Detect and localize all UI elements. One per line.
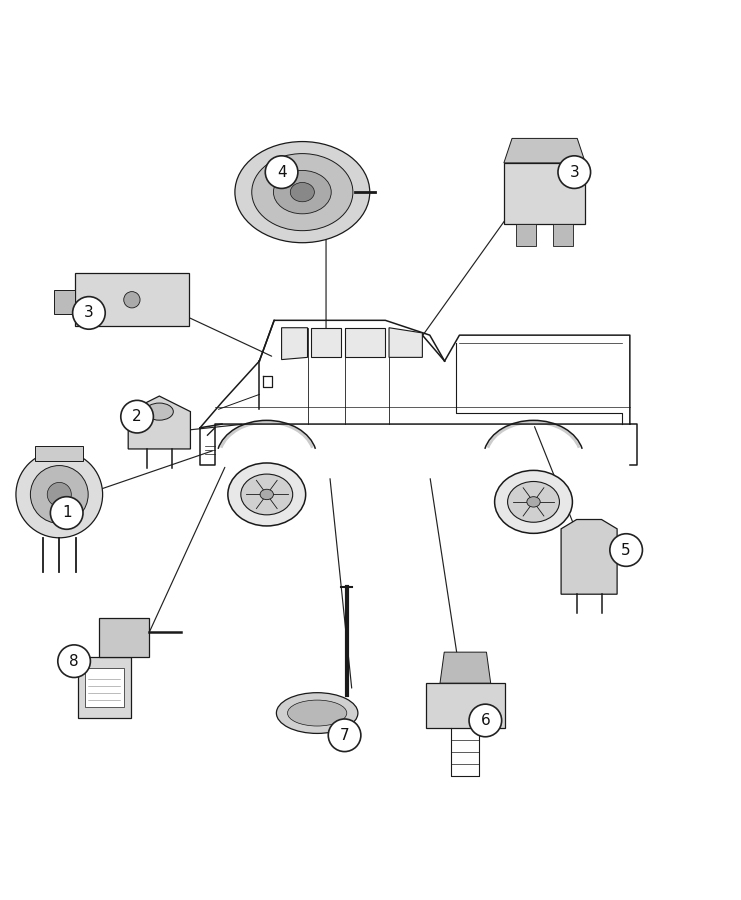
Ellipse shape bbox=[30, 465, 88, 524]
Ellipse shape bbox=[495, 471, 572, 534]
Ellipse shape bbox=[290, 183, 314, 202]
Text: 3: 3 bbox=[84, 305, 94, 320]
Ellipse shape bbox=[16, 451, 102, 538]
Polygon shape bbox=[345, 328, 385, 357]
Polygon shape bbox=[516, 224, 536, 247]
Ellipse shape bbox=[235, 141, 370, 243]
Circle shape bbox=[469, 704, 502, 737]
Text: 3: 3 bbox=[569, 165, 579, 180]
Polygon shape bbox=[440, 652, 491, 683]
Text: 8: 8 bbox=[70, 653, 79, 669]
Ellipse shape bbox=[508, 482, 559, 522]
Circle shape bbox=[610, 534, 642, 566]
Text: 4: 4 bbox=[277, 165, 286, 180]
Ellipse shape bbox=[124, 292, 140, 308]
Circle shape bbox=[73, 297, 105, 329]
Polygon shape bbox=[389, 328, 422, 357]
Polygon shape bbox=[78, 657, 131, 717]
Polygon shape bbox=[99, 618, 149, 657]
Polygon shape bbox=[128, 396, 190, 449]
Circle shape bbox=[50, 497, 83, 529]
Polygon shape bbox=[426, 683, 505, 728]
Polygon shape bbox=[55, 290, 75, 314]
Circle shape bbox=[265, 156, 298, 188]
Text: 5: 5 bbox=[622, 543, 631, 557]
Ellipse shape bbox=[273, 170, 331, 214]
Text: 2: 2 bbox=[133, 410, 142, 424]
Ellipse shape bbox=[47, 482, 71, 507]
Text: 7: 7 bbox=[340, 728, 349, 742]
Ellipse shape bbox=[288, 700, 347, 726]
Circle shape bbox=[58, 645, 90, 678]
Circle shape bbox=[328, 719, 361, 752]
Text: 6: 6 bbox=[480, 713, 491, 728]
Ellipse shape bbox=[241, 474, 293, 515]
Ellipse shape bbox=[145, 403, 173, 420]
Circle shape bbox=[558, 156, 591, 188]
Polygon shape bbox=[504, 139, 585, 163]
Ellipse shape bbox=[276, 693, 358, 733]
Polygon shape bbox=[504, 163, 585, 224]
Polygon shape bbox=[84, 668, 124, 707]
Polygon shape bbox=[561, 519, 617, 594]
Polygon shape bbox=[75, 274, 189, 327]
Circle shape bbox=[121, 400, 153, 433]
Text: 1: 1 bbox=[62, 506, 71, 520]
Ellipse shape bbox=[260, 490, 273, 500]
Ellipse shape bbox=[527, 497, 540, 507]
Ellipse shape bbox=[252, 154, 353, 230]
Ellipse shape bbox=[228, 463, 305, 526]
Polygon shape bbox=[35, 446, 83, 461]
Polygon shape bbox=[553, 224, 574, 247]
Polygon shape bbox=[282, 328, 308, 360]
Polygon shape bbox=[311, 328, 341, 357]
